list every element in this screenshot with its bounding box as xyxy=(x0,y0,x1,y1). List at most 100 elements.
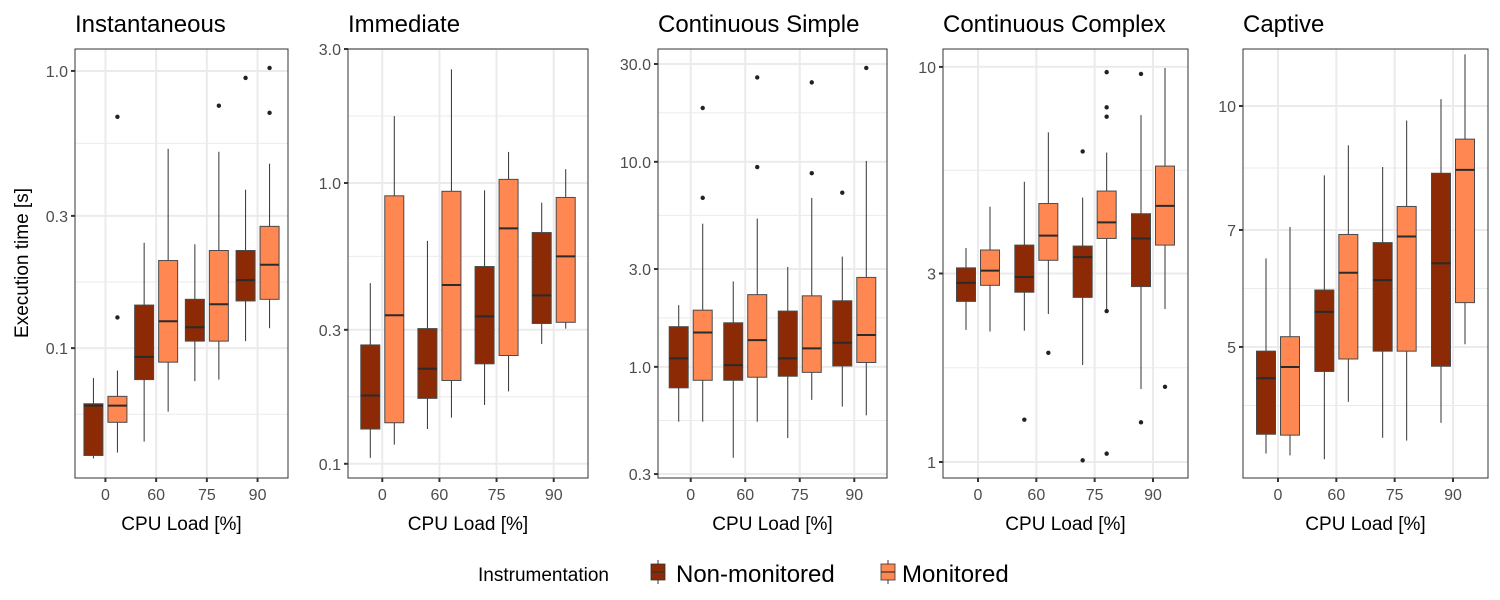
series-non-monitored xyxy=(360,190,552,458)
box-non-monitored-90 xyxy=(832,190,853,407)
x-axis-title: CPU Load [%] xyxy=(1305,514,1425,535)
legend-key-non-monitored xyxy=(650,560,666,584)
outlier-point xyxy=(1104,308,1109,314)
box-iqr xyxy=(474,266,495,365)
outlier-point xyxy=(809,80,814,85)
box-iqr xyxy=(208,250,229,342)
panel-border xyxy=(1242,48,1489,479)
box-non-monitored-60 xyxy=(1014,181,1035,422)
y-tick-label: 1 xyxy=(927,455,936,472)
box-non-monitored-0 xyxy=(956,248,976,330)
outlier-point xyxy=(755,164,760,170)
outlier-point xyxy=(1138,420,1144,425)
box-monitored-0 xyxy=(1280,227,1300,456)
x-tick-label: 90 xyxy=(1444,487,1462,504)
outlier-point xyxy=(1080,149,1085,154)
box-iqr xyxy=(832,300,853,367)
panel-instantaneous: 0.1 0.3 1.0 0 60 75 90 Instantaneous CPU Load [%… xyxy=(46,11,289,535)
box-non-monitored-0 xyxy=(668,305,689,422)
y-tick-label: 30.0 xyxy=(620,57,651,74)
y-tick-label: 10 xyxy=(1218,99,1236,116)
x-tick-label: 60 xyxy=(147,487,165,504)
x-tick-label: 60 xyxy=(1327,487,1345,504)
panel-title: Immediate xyxy=(348,11,460,38)
panel-title: Continuous Simple xyxy=(658,11,859,38)
box-iqr xyxy=(801,295,822,373)
box-monitored-60 xyxy=(1038,132,1059,355)
x-tick-label: 0 xyxy=(378,487,387,504)
legend-key-monitored xyxy=(880,560,896,584)
box-monitored-90 xyxy=(1155,67,1175,390)
x-tick-label: 75 xyxy=(791,487,809,504)
box-iqr xyxy=(723,322,744,381)
box-monitored-60 xyxy=(1338,145,1359,402)
box-iqr xyxy=(1256,350,1276,435)
outlier-point xyxy=(1104,69,1109,75)
box-iqr xyxy=(1338,233,1359,360)
y-tick-label: 5 xyxy=(1227,340,1236,357)
series-non-monitored xyxy=(668,190,853,458)
panel-border xyxy=(942,48,1189,479)
legend-label-monitored: Monitored xyxy=(902,561,1009,588)
box-iqr xyxy=(184,298,205,342)
y-tick-label: 0.1 xyxy=(46,341,68,358)
y-tick-label: 3.0 xyxy=(629,262,651,279)
box-non-monitored-90 xyxy=(235,75,256,342)
x-tick-label: 0 xyxy=(1274,487,1283,504)
box-monitored-0 xyxy=(692,105,713,422)
series-non-monitored xyxy=(956,71,1151,463)
box-iqr xyxy=(1096,190,1117,239)
x-tick-label: 75 xyxy=(1386,487,1404,504)
box-monitored-60 xyxy=(441,69,462,418)
box-non-monitored-75 xyxy=(1072,149,1093,463)
plot-background xyxy=(348,49,588,478)
y-tick-label: 1.0 xyxy=(46,64,68,81)
outlier-point xyxy=(1046,350,1051,355)
box-iqr xyxy=(1038,203,1059,261)
box-iqr xyxy=(1072,245,1093,298)
box-iqr xyxy=(856,276,877,364)
x-tick-label: 0 xyxy=(974,487,983,504)
box-iqr xyxy=(980,249,1000,286)
box-non-monitored-0 xyxy=(1256,258,1276,454)
box-iqr xyxy=(531,232,552,324)
box-non-monitored-60 xyxy=(134,242,155,442)
x-tick-label: 90 xyxy=(845,487,863,504)
series-non-monitored xyxy=(83,75,256,459)
x-tick-label: 90 xyxy=(1144,487,1162,504)
outlier-point xyxy=(1104,105,1109,110)
y-tick-label: 0.3 xyxy=(319,323,341,340)
outlier-point xyxy=(864,65,869,71)
box-non-monitored-75 xyxy=(474,190,495,405)
box-non-monitored-75 xyxy=(1372,166,1393,438)
box-iqr xyxy=(555,196,576,323)
outlier-point xyxy=(216,103,222,108)
y-tick-label: 3.0 xyxy=(319,42,341,59)
box-iqr xyxy=(1131,213,1151,288)
box-monitored-90 xyxy=(856,65,877,416)
box-iqr xyxy=(360,344,381,430)
outlier-point xyxy=(1104,451,1109,456)
panel-border xyxy=(657,48,888,479)
box-iqr xyxy=(83,403,104,456)
box-iqr xyxy=(747,294,768,378)
outlier-point xyxy=(1080,458,1085,463)
outlier-point xyxy=(243,75,248,81)
box-non-monitored-75 xyxy=(184,244,205,382)
panel-captive: 5 7 10 0 60 75 90 Captive CPU Load [%] xyxy=(1218,11,1489,535)
series-monitored xyxy=(384,69,576,445)
box-iqr xyxy=(259,225,280,300)
box-monitored-90 xyxy=(1455,54,1475,345)
box-non-monitored-90 xyxy=(1431,99,1451,423)
outlier-point xyxy=(115,114,120,120)
box-iqr xyxy=(158,260,179,363)
outlier-point xyxy=(267,110,272,116)
outlier-point xyxy=(1104,114,1109,119)
box-iqr xyxy=(1431,172,1451,367)
y-tick-label: 1.0 xyxy=(629,360,651,377)
box-iqr xyxy=(235,250,256,302)
x-axis-title: CPU Load [%] xyxy=(121,514,241,535)
x-tick-label: 75 xyxy=(488,487,506,504)
panel-immediate: 0.1 0.3 1.0 3.0 0 60 75 90 Immediate CPU Load [%] xyxy=(319,11,589,535)
